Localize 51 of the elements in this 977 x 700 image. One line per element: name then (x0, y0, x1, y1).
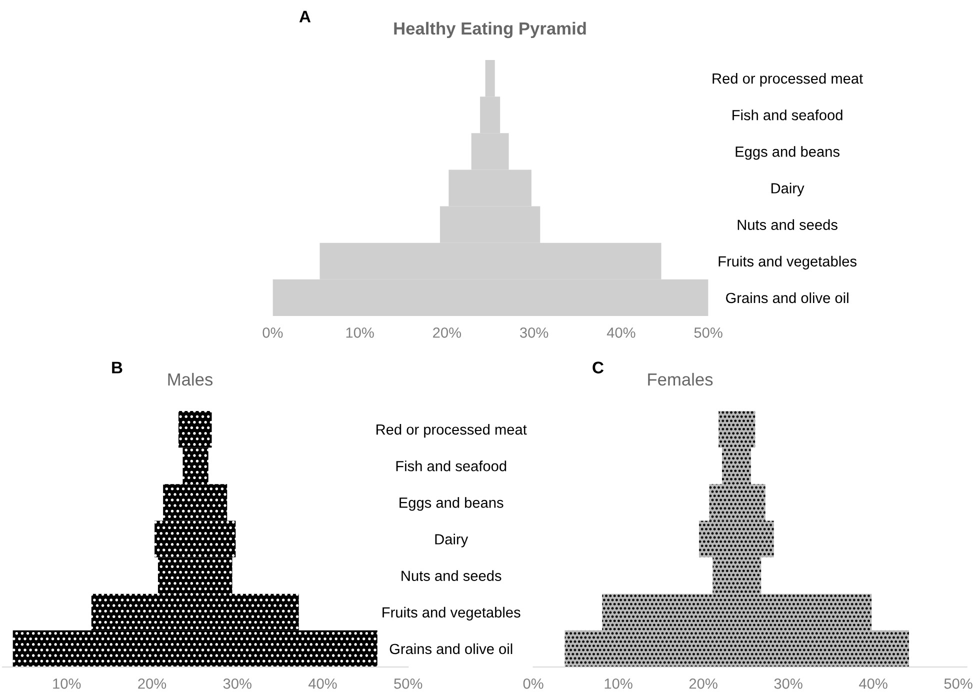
bar (602, 594, 872, 630)
bar (718, 411, 756, 448)
x-tick-label: 50% (694, 327, 722, 338)
x-tick-label: 20% (433, 327, 462, 338)
y-tick-label: Fruits and vegetables (382, 606, 520, 620)
y-tick-label: Eggs and beans (736, 146, 840, 160)
chart-title: Females (648, 372, 713, 386)
x-tick-label: 40% (308, 678, 337, 689)
y-tick-label: Fish and seafood (396, 460, 506, 472)
x-tick-label: 40% (859, 678, 888, 689)
bar (178, 411, 212, 448)
y-tick-label: Dairy (771, 182, 804, 196)
text: C (592, 362, 604, 374)
y-tick-label: Red or processed meat (376, 424, 527, 438)
x-tick-label: 10% (53, 678, 81, 689)
y-tick-label: Grains and olive oil (726, 292, 848, 304)
y-tick-label: Grains and olive oil (390, 643, 512, 654)
x-tick-label: 20% (689, 678, 718, 689)
chart-title: Healthy Eating Pyramid (394, 22, 586, 38)
x-tick-label: 50% (944, 678, 972, 689)
text: B (112, 362, 122, 374)
text: A (299, 10, 311, 22)
bar (12, 630, 378, 667)
bar (722, 448, 751, 484)
bar (564, 630, 909, 667)
bar (182, 448, 208, 484)
y-tick-label: Nuts and seeds (738, 219, 838, 230)
y-tick-label: Nuts and seeds (402, 570, 502, 581)
bar (712, 557, 762, 594)
y-tick-label: Fruits and vegetables (718, 256, 856, 270)
y-tick-label: Eggs and beans (400, 497, 504, 511)
y-tick-label: Fish and seafood (732, 110, 842, 120)
bar (163, 484, 228, 521)
y-tick-label: Dairy (435, 534, 468, 548)
bar (158, 557, 232, 594)
x-tick-label: 30% (223, 678, 252, 689)
x-tick-label: 10% (346, 327, 374, 338)
x-tick-label: 10% (604, 678, 632, 689)
x-tick-label: 20% (138, 678, 166, 689)
x-tick-label: 50% (394, 678, 422, 689)
bar (709, 484, 766, 521)
x-tick-label: 30% (520, 327, 548, 338)
x-tick-label: 0% (523, 678, 544, 689)
x-tick-label: 30% (774, 678, 802, 689)
chart-title: Males (168, 372, 213, 386)
bar (91, 594, 299, 630)
x-tick-label: 0% (262, 327, 283, 338)
x-tick-label: 40% (606, 327, 636, 338)
bar (154, 520, 236, 558)
bar (699, 520, 774, 558)
y-tick-label: Red or processed meat (712, 73, 863, 87)
